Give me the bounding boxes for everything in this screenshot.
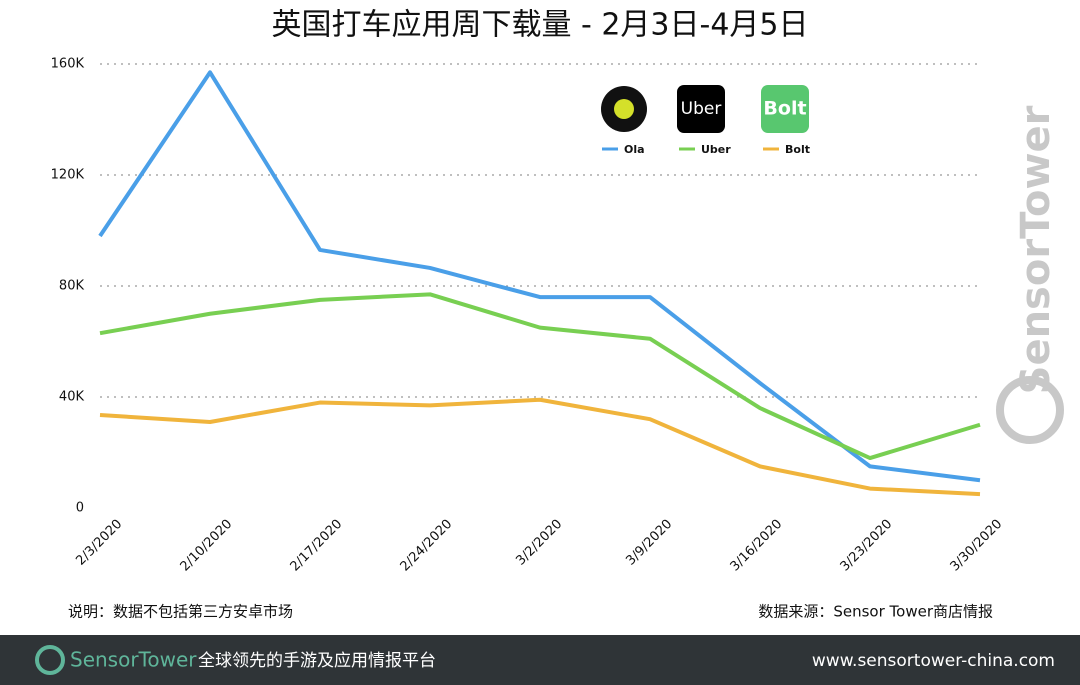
x-tick-label: 3/2/2020: [513, 517, 565, 569]
y-tick-label: 160K: [51, 57, 85, 72]
x-tick-label: 3/30/2020: [948, 517, 1006, 575]
x-tick-label: 2/24/2020: [398, 517, 456, 575]
footer-logo: [35, 645, 65, 675]
legend-logo-text: Uber: [681, 99, 722, 119]
legend-label: Uber: [701, 143, 731, 156]
legend-logo-text: Bolt: [763, 98, 806, 120]
watermark-text: SensorTower: [1013, 105, 1059, 394]
legend-item: Ola: [601, 86, 647, 156]
legend-logo: [761, 85, 809, 133]
y-tick-label: 120K: [51, 168, 85, 183]
watermark: SensorTower: [996, 105, 1064, 444]
source: 数据来源：Sensor Tower商店情报: [758, 603, 993, 621]
x-tick-label: 3/9/2020: [623, 517, 675, 569]
legend-label: Ola: [624, 143, 645, 156]
note: 说明：数据不包括第三方安卓市场: [68, 603, 293, 621]
y-tick-label: 80K: [59, 279, 85, 294]
footer-bar: [0, 635, 1080, 685]
legend-logo: [677, 85, 725, 133]
legend-logo-dot: [614, 99, 634, 119]
legend-item: Uber Uber: [677, 85, 731, 156]
legend-item: Bolt Bolt: [761, 85, 810, 156]
x-tick-label: 2/17/2020: [288, 517, 346, 575]
line: [98, 70, 981, 483]
watermark-icon: [996, 376, 1064, 444]
y-tick-label: 40K: [59, 390, 85, 405]
footer-brand: SensorTower: [70, 648, 197, 672]
chart-title: 英国打车应用周下载量 - 2月3日-4月5日: [271, 8, 808, 43]
y-tick-label: 0: [76, 501, 84, 516]
x-tick-label: 3/23/2020: [838, 517, 896, 575]
x-tick-label: 3/16/2020: [728, 517, 786, 575]
x-tick-label: 2/10/2020: [178, 517, 236, 575]
footer-url: www.sensortower-china.com: [812, 651, 1055, 671]
line: [99, 292, 981, 461]
legend-label: Bolt: [785, 143, 810, 156]
x-tick-label: 2/3/2020: [73, 517, 125, 569]
line: [99, 397, 981, 497]
footer-slogan: 全球领先的手游及应用情报平台: [198, 651, 436, 671]
